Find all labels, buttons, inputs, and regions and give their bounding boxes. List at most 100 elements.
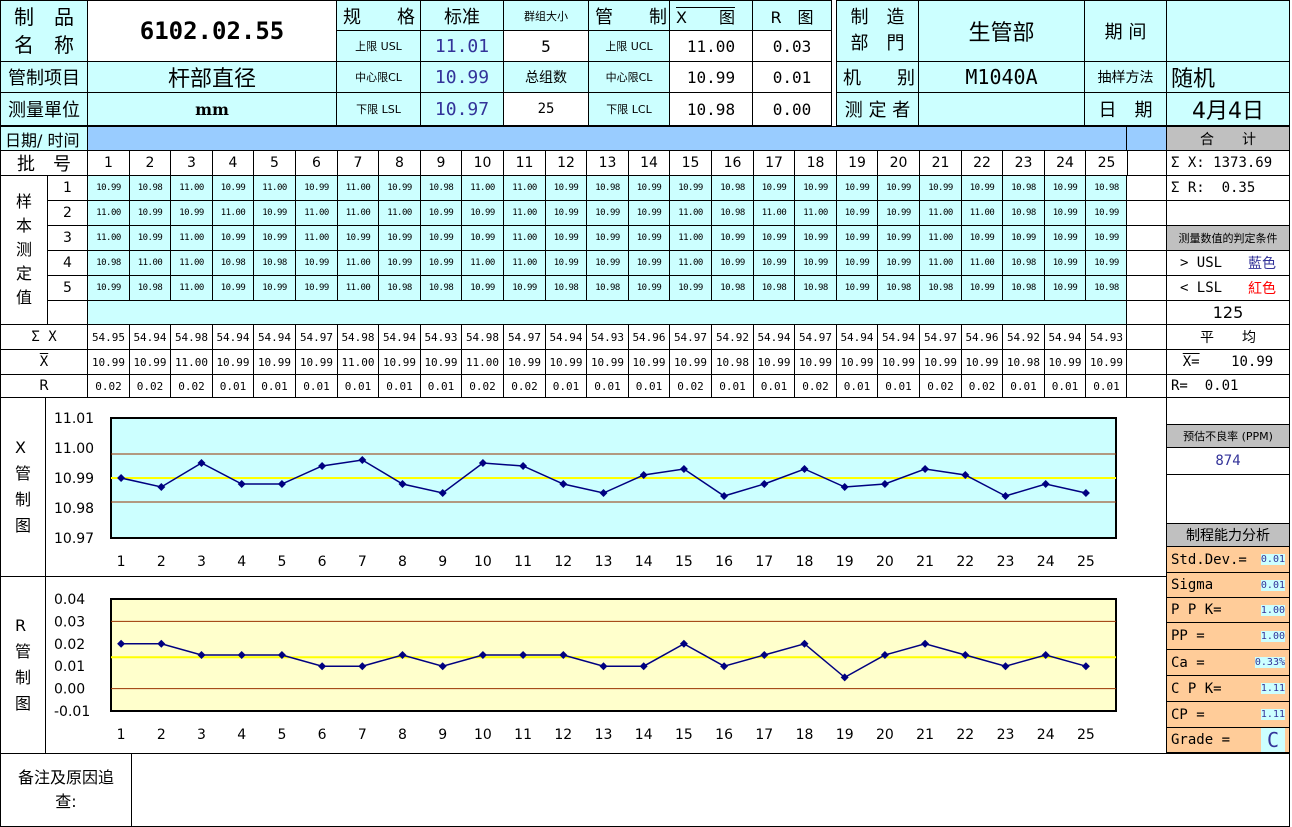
sample-cell[interactable]: 10.98: [711, 275, 754, 301]
sample-cell[interactable]: 10.99: [545, 225, 587, 251]
sample-cell[interactable]: 10.99: [378, 175, 421, 201]
sample-cell[interactable]: 11.00: [170, 275, 213, 301]
sample-cell[interactable]: 10.99: [295, 175, 338, 201]
sample-cell[interactable]: 10.99: [836, 275, 878, 301]
sample-cell[interactable]: 10.99: [628, 175, 670, 201]
sample-cell[interactable]: 10.99: [753, 250, 795, 276]
control-item-value[interactable]: 杆部直径: [87, 61, 337, 93]
sample-cell[interactable]: 10.99: [628, 275, 670, 301]
sample-cell[interactable]: 11.00: [461, 250, 504, 276]
sample-cell[interactable]: 10.98: [545, 275, 587, 301]
sample-cell[interactable]: 10.99: [1085, 200, 1128, 226]
date-time-row[interactable]: [87, 126, 1127, 151]
sample-cell[interactable]: 11.00: [378, 200, 421, 226]
sample-cell[interactable]: 10.99: [420, 225, 462, 251]
sample-cell[interactable]: 10.99: [253, 225, 296, 251]
sample-cell[interactable]: 10.99: [877, 225, 920, 251]
sample-cell[interactable]: 10.99: [628, 250, 670, 276]
sample-cell[interactable]: 11.00: [295, 200, 338, 226]
sample-cell[interactable]: 10.99: [877, 175, 920, 201]
sample-cell[interactable]: 10.99: [1044, 175, 1086, 201]
sample-cell[interactable]: 10.98: [87, 250, 130, 276]
sample-cell[interactable]: 10.99: [420, 250, 462, 276]
sample-cell[interactable]: 11.00: [87, 225, 130, 251]
sample-cell[interactable]: 11.00: [337, 200, 379, 226]
sample-cell[interactable]: 11.00: [503, 200, 546, 226]
sample-cell[interactable]: 10.99: [669, 175, 712, 201]
sample-cell[interactable]: 10.99: [753, 225, 795, 251]
sample-cell[interactable]: 11.00: [129, 250, 171, 276]
sample-cell[interactable]: 11.00: [794, 200, 837, 226]
sample-cell[interactable]: 10.99: [378, 250, 421, 276]
sample-cell[interactable]: 10.99: [794, 175, 837, 201]
sample-cell[interactable]: 10.99: [628, 225, 670, 251]
sample-cell[interactable]: 11.00: [961, 200, 1003, 226]
sample-cell[interactable]: 10.99: [1044, 275, 1086, 301]
sample-cell[interactable]: 11.00: [295, 225, 338, 251]
sample-cell[interactable]: 11.00: [503, 225, 546, 251]
sample-cell[interactable]: 10.98: [1002, 200, 1045, 226]
sample-cell[interactable]: 10.98: [711, 200, 754, 226]
sample-cell[interactable]: 10.99: [794, 250, 837, 276]
sample-cell[interactable]: 11.00: [212, 200, 254, 226]
sample-cell[interactable]: 10.99: [586, 225, 629, 251]
lsl-value[interactable]: 10.97: [420, 92, 504, 126]
sample-cell[interactable]: 10.99: [586, 200, 629, 226]
sample-cell[interactable]: 11.00: [919, 225, 962, 251]
sample-cell[interactable]: 10.99: [1044, 225, 1086, 251]
sample-cell[interactable]: 10.99: [253, 275, 296, 301]
date-value[interactable]: 4月4日: [1166, 92, 1290, 126]
sample-cell[interactable]: 10.98: [753, 275, 795, 301]
sample-cell[interactable]: 10.99: [836, 175, 878, 201]
subgroup-size-value[interactable]: 5: [503, 30, 589, 62]
sample-cell[interactable]: 10.99: [545, 200, 587, 226]
sample-cell[interactable]: 10.98: [1085, 175, 1128, 201]
sample-cell[interactable]: 10.98: [129, 175, 171, 201]
sample-cell[interactable]: 10.99: [711, 250, 754, 276]
sample-cell[interactable]: 10.99: [711, 225, 754, 251]
sample-cell[interactable]: 10.98: [586, 175, 629, 201]
sample-cell[interactable]: 10.99: [461, 200, 504, 226]
sample-cell[interactable]: 11.00: [669, 200, 712, 226]
sample-cell[interactable]: 10.99: [129, 225, 171, 251]
sample-cell[interactable]: 10.99: [669, 275, 712, 301]
sample-cell[interactable]: 10.99: [836, 200, 878, 226]
sample-cell[interactable]: 10.98: [794, 275, 837, 301]
sample-cell[interactable]: 10.99: [212, 275, 254, 301]
sample-cell[interactable]: 10.99: [1002, 225, 1045, 251]
sample-cell[interactable]: 10.99: [586, 250, 629, 276]
sample-cell[interactable]: 10.99: [794, 225, 837, 251]
product-name[interactable]: 6102.02.55: [87, 0, 337, 62]
sample-cell[interactable]: 11.00: [337, 175, 379, 201]
sample-cell[interactable]: 11.00: [461, 175, 504, 201]
sample-cell[interactable]: 10.99: [212, 175, 254, 201]
sample-cell[interactable]: 10.99: [170, 200, 213, 226]
sample-cell[interactable]: 10.99: [337, 225, 379, 251]
sample-cell[interactable]: 10.98: [1085, 275, 1128, 301]
sample-cell[interactable]: 10.99: [1085, 250, 1128, 276]
sample-cell[interactable]: 10.98: [919, 275, 962, 301]
sample-cell[interactable]: 11.00: [753, 200, 795, 226]
sample-cell[interactable]: 10.99: [461, 275, 504, 301]
sample-cell[interactable]: 10.98: [212, 250, 254, 276]
sample-cell[interactable]: 10.98: [711, 175, 754, 201]
sample-cell[interactable]: 10.99: [836, 250, 878, 276]
sample-cell[interactable]: 10.99: [961, 175, 1003, 201]
sample-cell[interactable]: 11.00: [337, 275, 379, 301]
sample-cell[interactable]: 10.99: [503, 275, 546, 301]
sample-cell[interactable]: 10.99: [919, 175, 962, 201]
sample-cell[interactable]: 10.99: [87, 275, 130, 301]
sample-cell[interactable]: 10.98: [378, 275, 421, 301]
sample-cell[interactable]: 10.99: [378, 225, 421, 251]
sample-cell[interactable]: 11.00: [919, 200, 962, 226]
sample-cell[interactable]: 10.98: [420, 175, 462, 201]
sample-cell[interactable]: 11.00: [170, 225, 213, 251]
sample-cell[interactable]: 11.00: [337, 250, 379, 276]
machine-value[interactable]: M1040A: [918, 61, 1085, 93]
sample-cell[interactable]: 10.99: [836, 225, 878, 251]
sample-cell[interactable]: 10.99: [753, 175, 795, 201]
sample-row-blank[interactable]: [87, 300, 1127, 325]
sample-cell[interactable]: 10.99: [628, 200, 670, 226]
sample-cell[interactable]: 10.99: [545, 175, 587, 201]
sample-cell[interactable]: 10.98: [1002, 250, 1045, 276]
